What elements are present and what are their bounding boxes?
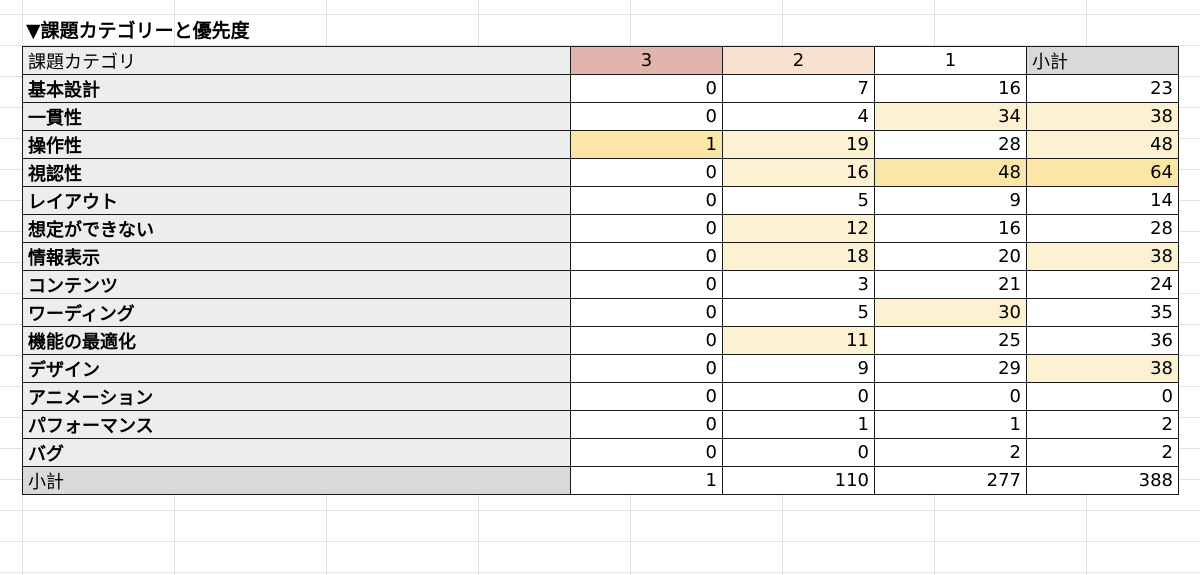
- header-cell-category[interactable]: 課題カテゴリ: [22, 46, 571, 75]
- cell-subtotal[interactable]: 2: [1026, 438, 1179, 467]
- cell-priority-2[interactable]: 19: [722, 130, 875, 159]
- cell-priority-2[interactable]: 5: [722, 186, 875, 215]
- table-row: アニメーション 0 0 0 0: [22, 382, 1179, 411]
- cell-priority-1[interactable]: 20: [874, 242, 1027, 271]
- table-row: コンテンツ 0 3 21 24: [22, 270, 1179, 299]
- table-row: パフォーマンス 0 1 1 2: [22, 410, 1179, 439]
- cell-priority-2[interactable]: 18: [722, 242, 875, 271]
- total-cell-priority-3[interactable]: 1: [570, 466, 723, 495]
- cell-priority-3[interactable]: 1: [570, 130, 723, 159]
- row-label-cell[interactable]: 操作性: [22, 130, 571, 159]
- cell-priority-3[interactable]: 0: [570, 298, 723, 327]
- row-label-cell[interactable]: 情報表示: [22, 242, 571, 271]
- totals-row: 小計 1 110 277 388: [22, 466, 1179, 495]
- cell-subtotal[interactable]: 36: [1026, 326, 1179, 355]
- cell-priority-1[interactable]: 29: [874, 354, 1027, 383]
- cell-priority-1[interactable]: 48: [874, 158, 1027, 187]
- cell-priority-3[interactable]: 0: [570, 102, 723, 131]
- cell-priority-2[interactable]: 1: [722, 410, 875, 439]
- row-label-cell[interactable]: デザイン: [22, 354, 571, 383]
- cell-priority-3[interactable]: 0: [570, 410, 723, 439]
- cell-priority-3[interactable]: 0: [570, 158, 723, 187]
- cell-priority-2[interactable]: 12: [722, 214, 875, 243]
- cell-priority-2[interactable]: 7: [722, 74, 875, 103]
- table-row: 機能の最適化 0 11 25 36: [22, 326, 1179, 355]
- cell-subtotal[interactable]: 48: [1026, 130, 1179, 159]
- cell-priority-2[interactable]: 4: [722, 102, 875, 131]
- cell-priority-2[interactable]: 16: [722, 158, 875, 187]
- cell-subtotal[interactable]: 64: [1026, 158, 1179, 187]
- table-row: 視認性 0 16 48 64: [22, 158, 1179, 187]
- cell-priority-2[interactable]: 0: [722, 382, 875, 411]
- section-title[interactable]: ▼課題カテゴリーと優先度: [26, 20, 250, 42]
- cell-priority-3[interactable]: 0: [570, 242, 723, 271]
- table-row: 情報表示 0 18 20 38: [22, 242, 1179, 271]
- header-cell-priority-3[interactable]: 3: [570, 46, 723, 75]
- cell-priority-1[interactable]: 0: [874, 382, 1027, 411]
- cell-priority-2[interactable]: 11: [722, 326, 875, 355]
- cell-subtotal[interactable]: 23: [1026, 74, 1179, 103]
- cell-subtotal[interactable]: 28: [1026, 214, 1179, 243]
- cell-priority-2[interactable]: 5: [722, 298, 875, 327]
- table-row: ワーディング 0 5 30 35: [22, 298, 1179, 327]
- header-cell-priority-2[interactable]: 2: [722, 46, 875, 75]
- cell-priority-1[interactable]: 1: [874, 410, 1027, 439]
- row-label-cell[interactable]: コンテンツ: [22, 270, 571, 299]
- cell-subtotal[interactable]: 24: [1026, 270, 1179, 299]
- category-priority-table: 課題カテゴリ 3 2 1 小計 基本設計 0 7 16 23 一貫性 0 4 34 38 操作性 1 1…: [22, 46, 1179, 495]
- cell-priority-1[interactable]: 16: [874, 74, 1027, 103]
- total-cell-priority-1[interactable]: 277: [874, 466, 1027, 495]
- cell-priority-3[interactable]: 0: [570, 382, 723, 411]
- row-label-cell[interactable]: 一貫性: [22, 102, 571, 131]
- row-label-cell[interactable]: 視認性: [22, 158, 571, 187]
- cell-priority-1[interactable]: 2: [874, 438, 1027, 467]
- header-cell-subtotal[interactable]: 小計: [1026, 46, 1179, 75]
- total-cell-priority-2[interactable]: 110: [722, 466, 875, 495]
- header-cell-priority-1[interactable]: 1: [874, 46, 1027, 75]
- cell-priority-2[interactable]: 0: [722, 438, 875, 467]
- total-cell-subtotal[interactable]: 388: [1026, 466, 1179, 495]
- cell-subtotal[interactable]: 0: [1026, 382, 1179, 411]
- row-label-cell[interactable]: アニメーション: [22, 382, 571, 411]
- cell-subtotal[interactable]: 38: [1026, 242, 1179, 271]
- totals-label-cell[interactable]: 小計: [22, 466, 571, 495]
- cell-priority-1[interactable]: 21: [874, 270, 1027, 299]
- row-label-cell[interactable]: ワーディング: [22, 298, 571, 327]
- cell-priority-3[interactable]: 0: [570, 74, 723, 103]
- cell-priority-1[interactable]: 25: [874, 326, 1027, 355]
- cell-subtotal[interactable]: 38: [1026, 354, 1179, 383]
- table-row: レイアウト 0 5 9 14: [22, 186, 1179, 215]
- cell-subtotal[interactable]: 38: [1026, 102, 1179, 131]
- cell-priority-2[interactable]: 3: [722, 270, 875, 299]
- cell-subtotal[interactable]: 14: [1026, 186, 1179, 215]
- cell-subtotal[interactable]: 35: [1026, 298, 1179, 327]
- cell-priority-3[interactable]: 0: [570, 438, 723, 467]
- cell-priority-1[interactable]: 16: [874, 214, 1027, 243]
- table-row: 基本設計 0 7 16 23: [22, 74, 1179, 103]
- header-row: 課題カテゴリ 3 2 1 小計: [22, 46, 1179, 75]
- cell-priority-1[interactable]: 28: [874, 130, 1027, 159]
- table-row: 一貫性 0 4 34 38: [22, 102, 1179, 131]
- row-label-cell[interactable]: パフォーマンス: [22, 410, 571, 439]
- cell-priority-3[interactable]: 0: [570, 214, 723, 243]
- cell-subtotal[interactable]: 2: [1026, 410, 1179, 439]
- row-label-cell[interactable]: バグ: [22, 438, 571, 467]
- row-label-cell[interactable]: 想定ができない: [22, 214, 571, 243]
- row-label-cell[interactable]: 機能の最適化: [22, 326, 571, 355]
- cell-priority-2[interactable]: 9: [722, 354, 875, 383]
- row-label-cell[interactable]: 基本設計: [22, 74, 571, 103]
- table-row: バグ 0 0 2 2: [22, 438, 1179, 467]
- row-label-cell[interactable]: レイアウト: [22, 186, 571, 215]
- cell-priority-1[interactable]: 9: [874, 186, 1027, 215]
- table-row: 操作性 1 19 28 48: [22, 130, 1179, 159]
- table-row: デザイン 0 9 29 38: [22, 354, 1179, 383]
- cell-priority-3[interactable]: 0: [570, 186, 723, 215]
- cell-priority-3[interactable]: 0: [570, 326, 723, 355]
- cell-priority-3[interactable]: 0: [570, 354, 723, 383]
- table-row: 想定ができない 0 12 16 28: [22, 214, 1179, 243]
- cell-priority-1[interactable]: 34: [874, 102, 1027, 131]
- cell-priority-3[interactable]: 0: [570, 270, 723, 299]
- cell-priority-1[interactable]: 30: [874, 298, 1027, 327]
